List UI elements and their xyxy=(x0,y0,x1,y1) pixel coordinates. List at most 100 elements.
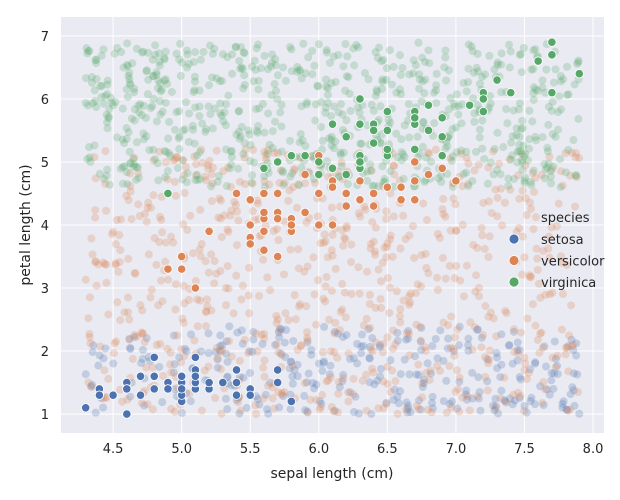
bg-point-virginica xyxy=(532,136,541,145)
bg-point-versicolor xyxy=(263,381,272,390)
bg-point-virginica xyxy=(524,144,533,153)
bg-point-versicolor xyxy=(545,152,554,161)
bg-point-virginica xyxy=(221,145,230,154)
bg-point-virginica xyxy=(469,94,478,103)
bg-point-virginica xyxy=(389,62,398,71)
bg-point-setosa xyxy=(492,349,501,358)
bg-point-virginica xyxy=(103,118,112,127)
bg-point-setosa xyxy=(246,368,255,377)
bg-point-versicolor xyxy=(485,232,494,241)
point-versicolor xyxy=(341,201,351,211)
bg-point-virginica xyxy=(264,109,273,118)
point-virginica xyxy=(163,188,173,199)
bg-point-versicolor xyxy=(275,178,284,187)
bg-point-versicolor xyxy=(102,393,111,402)
bg-point-setosa xyxy=(169,331,178,340)
bg-point-setosa xyxy=(412,370,421,379)
bg-point-virginica xyxy=(369,106,378,115)
bg-point-virginica xyxy=(161,98,170,107)
bg-point-versicolor xyxy=(516,328,525,337)
bg-point-virginica xyxy=(92,59,101,68)
bg-point-virginica xyxy=(285,136,294,145)
bg-point-versicolor xyxy=(518,186,527,195)
bg-point-virginica xyxy=(486,92,495,101)
bg-point-versicolor xyxy=(505,155,514,164)
bg-point-virginica xyxy=(363,176,372,185)
bg-point-versicolor xyxy=(130,153,139,162)
bg-point-versicolor xyxy=(567,301,576,310)
bg-point-versicolor xyxy=(571,202,580,211)
bg-point-versicolor xyxy=(102,260,111,269)
bg-point-setosa xyxy=(91,408,100,417)
bg-point-versicolor xyxy=(359,321,368,330)
bg-point-setosa xyxy=(414,370,423,379)
bg-point-setosa xyxy=(520,401,529,410)
bg-point-versicolor xyxy=(207,170,216,179)
bg-point-virginica xyxy=(202,125,211,134)
bg-point-versicolor xyxy=(506,185,515,194)
bg-point-setosa xyxy=(396,387,405,396)
bg-point-setosa xyxy=(455,322,464,331)
bg-point-virginica xyxy=(471,147,480,156)
bg-point-versicolor xyxy=(251,401,260,410)
bg-point-virginica xyxy=(317,97,326,106)
bg-point-setosa xyxy=(436,326,445,335)
bg-point-virginica xyxy=(527,65,536,74)
bg-point-versicolor xyxy=(515,224,524,233)
bg-point-versicolor xyxy=(547,223,556,232)
bg-point-virginica xyxy=(497,60,506,69)
point-versicolor xyxy=(245,220,255,230)
bg-point-virginica xyxy=(531,85,540,94)
bg-point-setosa xyxy=(510,396,519,405)
bg-point-versicolor xyxy=(102,206,111,215)
bg-point-versicolor xyxy=(395,312,404,321)
bg-point-versicolor xyxy=(382,399,391,408)
bg-point-versicolor xyxy=(455,373,464,382)
bg-point-versicolor xyxy=(301,179,310,188)
bg-point-setosa xyxy=(515,346,524,355)
bg-point-virginica xyxy=(142,66,151,75)
bg-point-setosa xyxy=(126,343,135,352)
bg-point-versicolor xyxy=(130,330,139,339)
bg-point-setosa xyxy=(474,394,483,403)
bg-point-versicolor xyxy=(365,290,374,299)
bg-point-virginica xyxy=(529,46,538,55)
bg-point-versicolor xyxy=(405,292,414,301)
bg-point-versicolor xyxy=(319,294,328,303)
bg-point-versicolor xyxy=(545,290,554,299)
bg-point-setosa xyxy=(213,363,222,372)
bg-point-virginica xyxy=(83,49,92,58)
bg-point-versicolor xyxy=(422,215,431,224)
bg-point-setosa xyxy=(275,403,284,412)
bg-point-versicolor xyxy=(541,290,550,299)
bg-point-setosa xyxy=(572,339,581,348)
bg-point-versicolor xyxy=(480,244,489,253)
bg-point-virginica xyxy=(475,79,484,88)
bg-point-versicolor xyxy=(300,267,309,276)
bg-point-virginica xyxy=(478,116,487,125)
bg-point-virginica xyxy=(160,76,169,85)
bg-point-versicolor xyxy=(514,349,523,358)
bg-point-versicolor xyxy=(371,303,380,312)
bg-point-setosa xyxy=(365,378,374,387)
bg-point-virginica xyxy=(103,124,112,133)
bg-point-virginica xyxy=(102,171,111,180)
bg-point-versicolor xyxy=(310,290,319,299)
bg-point-virginica xyxy=(88,99,97,108)
bg-point-versicolor xyxy=(520,353,529,362)
bg-point-setosa xyxy=(455,377,464,386)
bg-point-setosa xyxy=(351,392,360,401)
bg-point-versicolor xyxy=(303,333,312,342)
bg-point-setosa xyxy=(255,400,264,409)
bg-point-virginica xyxy=(237,63,246,72)
bg-point-versicolor xyxy=(328,251,337,260)
bg-point-versicolor xyxy=(329,407,338,416)
bg-point-versicolor xyxy=(356,212,365,221)
point-versicolor xyxy=(396,182,406,192)
bg-point-setosa xyxy=(515,394,524,403)
bg-point-versicolor xyxy=(197,240,206,249)
bg-point-versicolor xyxy=(166,348,175,357)
bg-point-setosa xyxy=(417,323,426,332)
bg-point-setosa xyxy=(404,334,413,343)
bg-point-virginica xyxy=(189,58,198,67)
